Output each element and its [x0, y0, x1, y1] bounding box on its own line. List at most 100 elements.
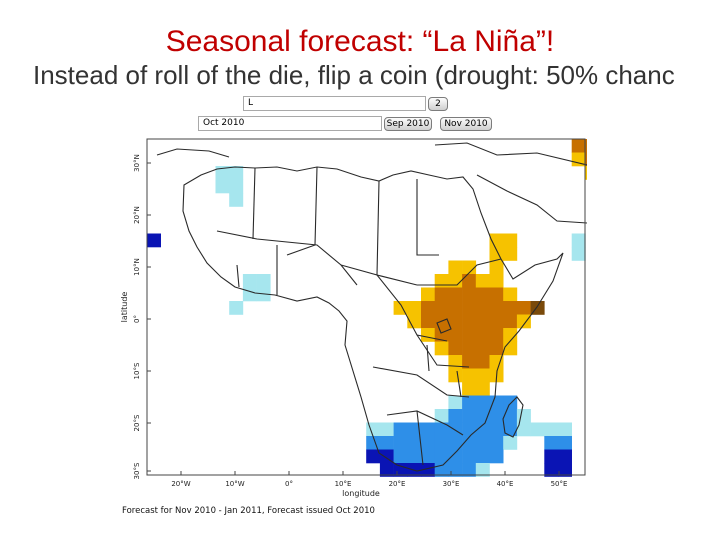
forecast-cell-wet-light — [475, 463, 490, 477]
lake-victoria — [436, 318, 452, 334]
forecast-cell-wet-mid — [462, 395, 477, 410]
map-frame — [146, 138, 586, 476]
y-tick-label: 30°S — [133, 462, 141, 479]
region-button[interactable]: 2 — [428, 97, 448, 111]
border-4 — [416, 179, 439, 256]
forecast-cell-dry-light — [489, 274, 504, 288]
forecast-cell-wet-mid — [558, 436, 572, 450]
forecast-cell-dry-mid — [448, 287, 463, 302]
forecast-cell-wet-light — [503, 436, 518, 450]
forecast-cell-wet-light — [571, 247, 586, 261]
forecast-cell-dry-light — [421, 287, 435, 302]
forecast-cell-wet-mid — [421, 422, 435, 437]
border-3 — [376, 180, 418, 286]
forecast-cell-wet-mid — [462, 449, 477, 464]
border-1 — [252, 167, 256, 240]
forecast-cell-dry-light — [407, 301, 422, 315]
forecast-cell-wet-mid — [544, 436, 559, 450]
border-8 — [416, 334, 470, 368]
forecast-cell-dry-mid — [475, 355, 490, 369]
forecast-cell-dry-mid — [489, 328, 504, 342]
slide-subtitle: Instead of roll of the die, flip a coin … — [33, 60, 675, 90]
forecast-cell-dry-light — [448, 355, 463, 369]
forecast-cell-wet-dark — [379, 463, 394, 477]
next-month-button[interactable]: Nov 2010 — [440, 117, 492, 131]
forecast-cell-dry-light — [407, 314, 422, 329]
middle-east — [434, 142, 587, 166]
forecast-cell-dry-light — [462, 260, 477, 275]
forecast-cell-wet-light — [558, 422, 572, 437]
forecast-cell-wet-light — [379, 422, 394, 437]
border-2 — [286, 166, 318, 256]
forecast-cell-dry-mid — [475, 328, 490, 342]
forecast-cell-dry-light — [503, 328, 518, 342]
forecast-cell-dry-light — [489, 355, 504, 369]
forecast-cell-wet-mid — [475, 436, 490, 450]
forecast-cell-wet-dark — [147, 233, 161, 248]
forecast-cell-wet-mid — [475, 395, 490, 410]
forecast-cell-wet-mid — [475, 449, 490, 464]
x-tick-label: 0° — [285, 480, 293, 488]
forecast-cell-dry-light — [585, 166, 587, 180]
forecast-cell-dry-light — [475, 368, 490, 383]
forecast-cell-dry-light — [489, 260, 504, 275]
forecast-cell-wet-light — [516, 422, 531, 437]
x-tick-label: 30°E — [443, 480, 460, 488]
forecast-cell-wet-mid — [503, 422, 518, 437]
forecast-cell-wet-light — [229, 179, 244, 194]
forecast-cell-dry-light — [475, 382, 490, 396]
rift-lakes — [426, 344, 462, 398]
forecast-cell-dry-mid — [489, 301, 504, 315]
forecast-cell-dry-mid — [448, 341, 463, 356]
forecast-cell-wet-light — [215, 166, 230, 180]
forecast-cell-wet-mid — [407, 436, 422, 450]
forecast-cell-wet-light — [256, 274, 271, 288]
forecast-cell-dry-light — [475, 274, 490, 288]
forecast-cell-dry-mid — [503, 314, 518, 329]
forecast-cell-wet-light — [242, 274, 257, 288]
forecast-cell-wet-light — [229, 166, 244, 180]
forecast-cell-dry-light — [462, 382, 477, 396]
forecast-cell-wet-light — [516, 409, 531, 423]
forecast-cell-wet-light — [448, 395, 463, 410]
forecast-cell-wet-mid — [434, 436, 449, 450]
y-axis-ticks: 30°N 20°N 10°N 0° 10°S 20°S 30°S — [133, 154, 151, 479]
forecast-cell-wet-mid — [448, 449, 463, 464]
forecast-cell-wet-mid — [462, 436, 477, 450]
forecast-cell-dry-mid — [585, 139, 587, 153]
forecast-cell-wet-light — [434, 409, 449, 423]
forecast-cell-dry-light — [503, 341, 518, 356]
forecast-cell-dry-light — [448, 368, 463, 383]
forecast-cell-wet-mid — [393, 449, 408, 464]
x-axis-label: longitude — [342, 489, 380, 498]
forecast-cell-dry-mid — [489, 341, 504, 356]
forecast-map: 20°W 10°W 0° 10°E 20°E 30°E 40°E 50°E 30°N 20°N 1… — [120, 138, 587, 498]
coastline — [182, 166, 564, 472]
forecast-cell-wet-light — [215, 179, 230, 194]
y-tick-label: 10°N — [133, 258, 141, 276]
forecast-cell-wet-mid — [462, 409, 477, 423]
forecast-cell-wet-light — [544, 422, 559, 437]
prev-month-button[interactable]: Sep 2010 — [384, 117, 432, 131]
forecast-cell-wet-mid — [421, 449, 435, 464]
x-tick-label: 20°W — [171, 480, 190, 488]
forecast-cell-wet-mid — [448, 409, 463, 423]
forecast-cell-wet-light — [530, 422, 545, 437]
forecast-cell-wet-dark — [421, 463, 435, 477]
forecast-cell-wet-mid — [503, 395, 518, 410]
madagascar — [502, 396, 524, 438]
y-tick-label: 10°S — [133, 362, 141, 379]
forecast-cell-dry-mid — [448, 328, 463, 342]
map-borders — [156, 142, 587, 472]
x-tick-label: 50°E — [551, 480, 568, 488]
forecast-cell-wet-light — [366, 422, 381, 437]
forecast-cell-wet-mid — [407, 422, 422, 437]
forecast-caption: Forecast for Nov 2010 - Jan 2011, Foreca… — [122, 506, 375, 516]
region-field[interactable]: L — [243, 96, 426, 111]
forecast-cell-wet-mid — [503, 409, 518, 423]
month-field[interactable]: Oct 2010 — [198, 116, 382, 131]
forecast-cell-wet-light — [571, 233, 586, 248]
forecast-cell-dry-mid — [475, 287, 490, 302]
forecast-cell-dry-light — [503, 233, 518, 248]
forecast-cell-wet-mid — [448, 463, 463, 477]
